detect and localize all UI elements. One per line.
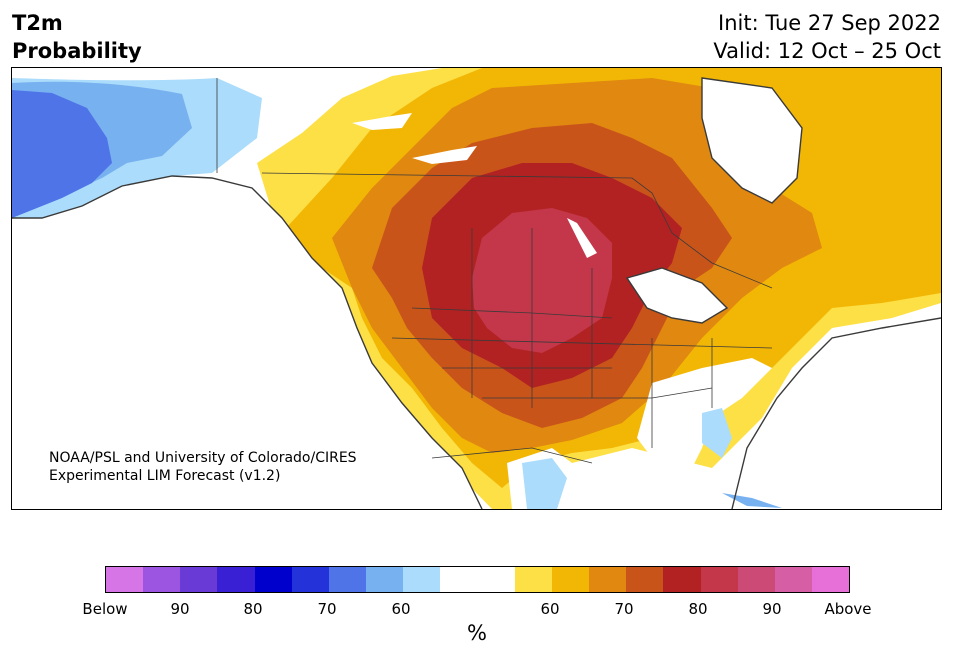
- great-bear-lake: [352, 113, 412, 130]
- colorbar-swatch: [366, 567, 404, 592]
- colorbar-swatch: [514, 567, 552, 592]
- colorbar-swatch: [106, 567, 144, 592]
- colorbar-swatch: [626, 567, 664, 592]
- colorbar: [105, 566, 850, 593]
- colorbar-swatch: [551, 567, 590, 592]
- hudson-bay: [702, 78, 802, 203]
- forecast-map: [11, 67, 942, 510]
- colorbar-swatch: [180, 567, 218, 592]
- florida-below-region: [702, 408, 732, 458]
- colorbar-swatch: [589, 567, 627, 592]
- colorbar-swatch: [440, 567, 478, 592]
- colorbar-swatch: [700, 567, 738, 592]
- coastlines: [12, 77, 941, 509]
- colorbar-swatch: [403, 567, 441, 592]
- colorbar-tick-label: 60: [391, 600, 411, 618]
- above-85-region: [472, 208, 612, 353]
- product-label: Probability: [12, 39, 142, 63]
- colorbar-tick-label: Above: [824, 600, 872, 618]
- colorbar-swatch: [663, 567, 701, 592]
- colorbar-unit: %: [467, 621, 487, 645]
- init-date: Init: Tue 27 Sep 2022: [718, 11, 941, 35]
- mexico-below-region: [522, 458, 567, 509]
- credit-line-2: Experimental LIM Forecast (v1.2): [49, 468, 281, 484]
- lake-winnipeg: [567, 218, 597, 258]
- colorbar-tick-label: 80: [243, 600, 263, 618]
- colorbar-tick-label: 80: [688, 600, 708, 618]
- colorbar-swatch: [811, 567, 850, 592]
- credit-line-1: NOAA/PSL and University of Colorado/CIRE…: [49, 450, 357, 466]
- colorbar-tick-label: 70: [317, 600, 337, 618]
- colorbar-swatch: [217, 567, 255, 592]
- valid-range: Valid: 12 Oct – 25 Oct: [713, 39, 941, 63]
- colorbar-tick-label: Below: [82, 600, 128, 618]
- atlantic-ocean: [732, 318, 941, 509]
- colorbar-swatch: [328, 567, 367, 592]
- colorbar-tick-label: 60: [540, 600, 560, 618]
- map-svg: [12, 68, 941, 509]
- pacific-ocean: [12, 176, 482, 509]
- colorbar-swatch: [143, 567, 181, 592]
- colorbar-swatch: [254, 567, 292, 592]
- colorbar-tick-label: 70: [614, 600, 634, 618]
- plot-title: T2m Probability: [12, 9, 142, 65]
- forecast-dates: Init: Tue 27 Sep 2022 Valid: 12 Oct – 25…: [713, 9, 941, 65]
- variable-label: T2m: [12, 11, 63, 35]
- credit-text: NOAA/PSL and University of Colorado/CIRE…: [49, 449, 357, 485]
- colorbar-tick-label: 90: [762, 600, 782, 618]
- colorbar-swatch: [477, 567, 515, 592]
- colorbar-swatch: [737, 567, 775, 592]
- colorbar-swatch: [291, 567, 329, 592]
- colorbar-tick-label: 90: [170, 600, 190, 618]
- below-dark-region: [12, 90, 112, 218]
- great-slave-lake: [412, 146, 477, 164]
- colorbar-swatch: [774, 567, 812, 592]
- political-borders: [216, 78, 773, 464]
- cuba-island: [722, 493, 782, 508]
